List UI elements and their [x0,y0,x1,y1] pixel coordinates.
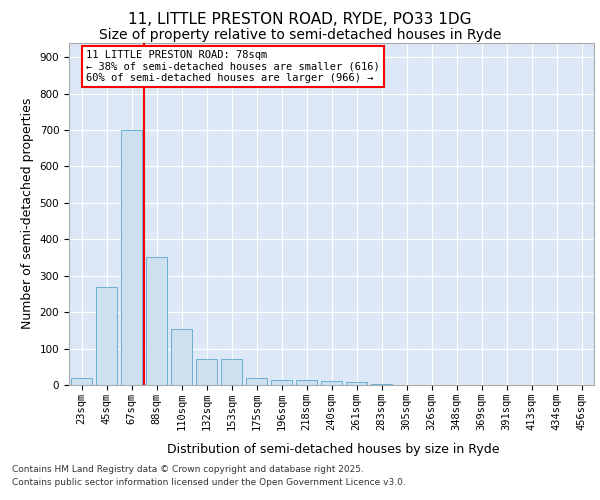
Bar [346,382,367,385]
Bar [196,360,217,385]
Bar [171,328,192,385]
Y-axis label: Number of semi-detached properties: Number of semi-detached properties [21,98,34,330]
Bar [371,384,392,385]
Bar [121,130,142,385]
Text: Contains HM Land Registry data © Crown copyright and database right 2025.: Contains HM Land Registry data © Crown c… [12,466,364,474]
Text: Contains public sector information licensed under the Open Government Licence v3: Contains public sector information licen… [12,478,406,487]
Bar [221,360,242,385]
Text: Size of property relative to semi-detached houses in Ryde: Size of property relative to semi-detach… [99,28,501,42]
Bar [246,378,267,385]
Bar [96,286,117,385]
Bar [146,258,167,385]
Bar [321,382,342,385]
Bar [71,378,92,385]
Bar [296,380,317,385]
Text: 11 LITTLE PRESTON ROAD: 78sqm
← 38% of semi-detached houses are smaller (616)
60: 11 LITTLE PRESTON ROAD: 78sqm ← 38% of s… [86,50,380,83]
Bar [271,380,292,385]
Text: 11, LITTLE PRESTON ROAD, RYDE, PO33 1DG: 11, LITTLE PRESTON ROAD, RYDE, PO33 1DG [128,12,472,28]
Text: Distribution of semi-detached houses by size in Ryde: Distribution of semi-detached houses by … [167,442,499,456]
